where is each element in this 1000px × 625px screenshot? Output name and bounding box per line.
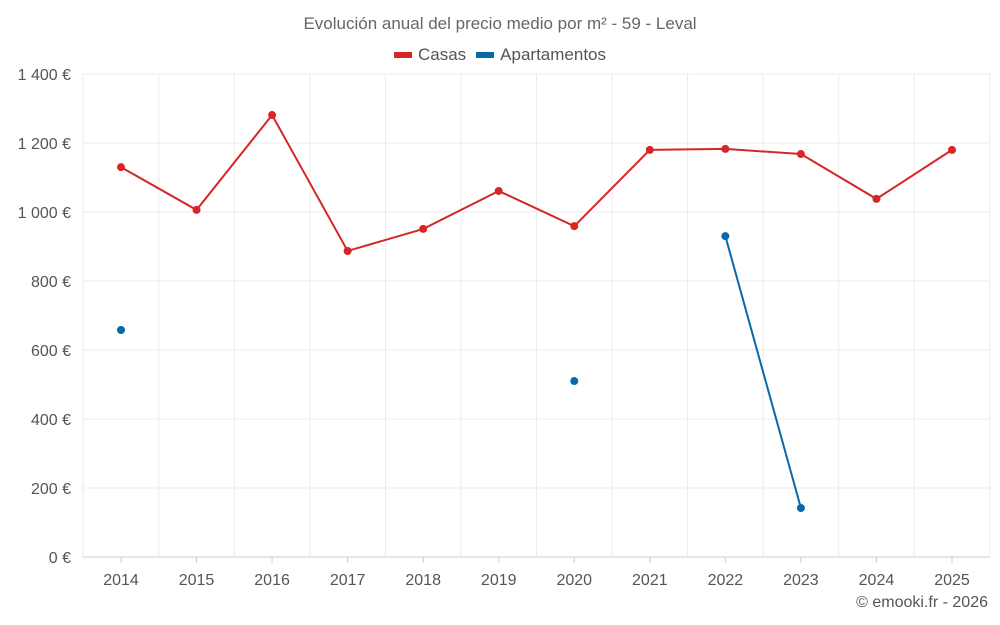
data-point-casas <box>645 145 654 154</box>
x-tick-label: 2022 <box>708 572 744 589</box>
x-tick-label: 2017 <box>330 572 366 589</box>
data-point-casas <box>721 144 730 153</box>
y-tick-label: 400 € <box>31 412 71 429</box>
data-point-apartamentos <box>570 377 579 386</box>
data-point-casas <box>419 224 428 233</box>
data-point-casas <box>948 145 956 154</box>
x-tick-label: 2014 <box>103 572 139 589</box>
legend-item-apartamentos[interactable]: Apartamentos <box>476 45 606 65</box>
data-point-casas <box>268 111 277 120</box>
legend-label: Casas <box>417 45 467 64</box>
series-line-casas <box>120 113 953 253</box>
x-tick-label: 2018 <box>405 572 441 589</box>
x-tick-label: 2021 <box>632 572 668 589</box>
data-point-casas <box>192 205 201 214</box>
data-point-casas <box>117 163 125 172</box>
chart-title: Evolución anual del precio medio por m² … <box>303 14 697 33</box>
x-tick-label: 2024 <box>859 572 895 589</box>
x-tick-label: 2016 <box>254 572 290 589</box>
data-point-casas <box>570 222 579 231</box>
y-tick-label: 600 € <box>31 343 71 360</box>
legend: Casas Apartamentos <box>0 45 1000 65</box>
data-point-casas <box>872 194 881 203</box>
legend-swatch-casas <box>393 52 412 58</box>
legend-label: Apartamentos <box>500 45 607 64</box>
data-point-apartamentos <box>117 325 125 334</box>
data-point-apartamentos <box>721 232 730 241</box>
x-tick-label: 2025 <box>934 572 970 589</box>
y-tick-label: 1 000 € <box>18 205 71 222</box>
data-point-casas <box>343 246 352 255</box>
legend-item-casas[interactable]: Casas <box>393 45 467 65</box>
y-tick-label: 0 € <box>49 550 71 567</box>
x-tick-label: 2019 <box>481 572 517 589</box>
y-tick-label: 1 200 € <box>18 136 71 153</box>
x-tick-label: 2023 <box>783 572 819 589</box>
x-tick-label: 2015 <box>179 572 215 589</box>
credit: © emooki.fr - 2026 <box>856 594 988 611</box>
series-line-apartamentos <box>724 235 802 509</box>
y-tick-label: 200 € <box>31 481 71 498</box>
y-tick-label: 1 400 € <box>18 67 71 84</box>
data-point-apartamentos <box>796 504 805 513</box>
x-tick-label: 2020 <box>556 572 592 589</box>
data-point-casas <box>494 186 503 195</box>
legend-swatch-apartamentos <box>476 52 495 58</box>
data-point-casas <box>796 150 805 159</box>
y-tick-label: 800 € <box>31 274 71 291</box>
